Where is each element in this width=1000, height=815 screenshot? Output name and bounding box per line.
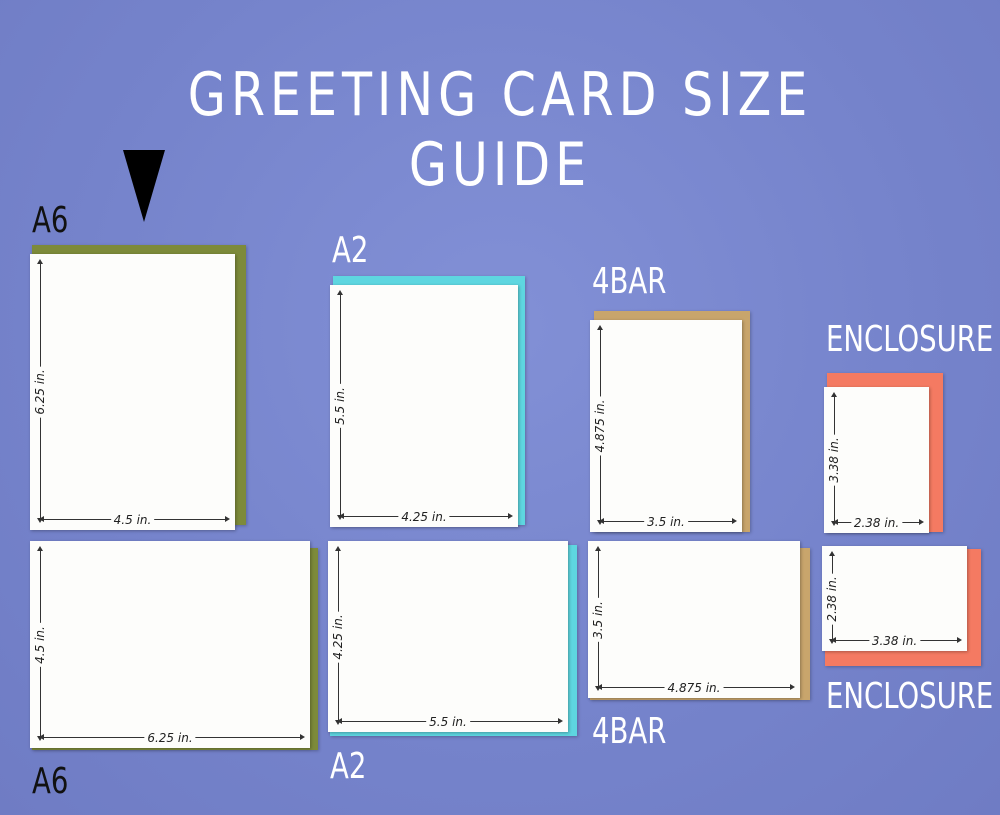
label-a2-bottom: A2: [330, 746, 367, 787]
width-label: 3.5 in.: [644, 515, 688, 529]
width-label: 4.25 in.: [398, 510, 450, 524]
width-label: 6.25 in.: [144, 731, 196, 745]
label-a6-top: A6: [32, 200, 69, 241]
height-label: 4.25 in.: [331, 610, 345, 663]
height-label: 6.25 in.: [33, 366, 47, 418]
width-label: 2.38 in.: [850, 516, 903, 530]
height-label: 4.875 in.: [593, 396, 607, 456]
width-label: 3.38 in.: [868, 634, 921, 648]
height-label: 4.5 in.: [33, 622, 47, 667]
height-label: 5.5 in.: [333, 384, 347, 428]
a6-portrait-card: 6.25 in. 4.5 in.: [30, 254, 235, 530]
down-triangle-icon: [123, 150, 165, 222]
label-enclosure-bottom: ENCLOSURE: [826, 676, 994, 717]
height-label: 3.5 in.: [591, 597, 605, 642]
width-label: 4.875 in.: [664, 681, 724, 695]
enclosure-landscape-card: 2.38 in. 3.38 in.: [822, 546, 967, 651]
label-a2-top: A2: [332, 230, 369, 271]
label-4bar-top: 4BAR: [592, 261, 667, 302]
width-label: 5.5 in.: [426, 715, 470, 729]
a6-landscape-card: 4.5 in. 6.25 in.: [30, 541, 310, 748]
label-4bar-bottom: 4BAR: [592, 711, 667, 752]
height-label: 3.38 in.: [827, 434, 841, 486]
label-enclosure-top: ENCLOSURE: [826, 319, 994, 360]
width-label: 4.5 in.: [110, 513, 155, 527]
4bar-landscape-card: 3.5 in. 4.875 in.: [588, 541, 800, 698]
a2-portrait-card: 5.5 in. 4.25 in.: [330, 285, 518, 527]
height-label: 2.38 in.: [825, 572, 839, 625]
page-title: GREETING CARD SIZE GUIDE: [187, 60, 813, 200]
4bar-portrait-card: 4.875 in. 3.5 in.: [590, 320, 742, 532]
a2-landscape-card: 4.25 in. 5.5 in.: [328, 541, 568, 732]
enclosure-portrait-card: 3.38 in. 2.38 in.: [824, 387, 929, 533]
label-a6-bottom: A6: [32, 761, 69, 802]
